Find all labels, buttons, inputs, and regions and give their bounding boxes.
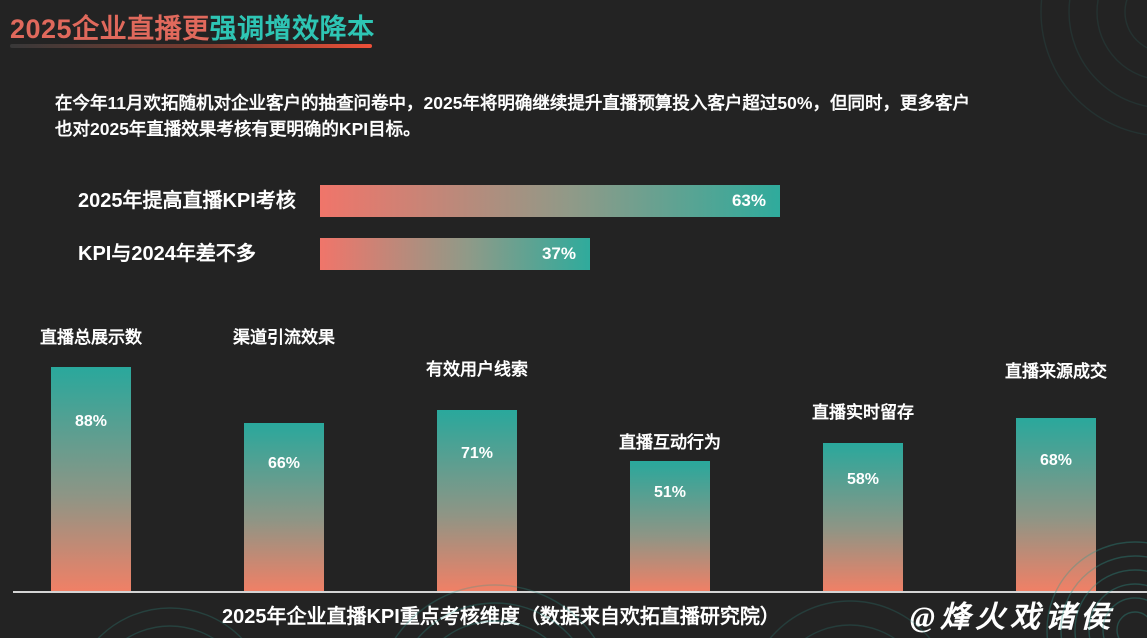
intro-line-1: 在今年11月欢拓随机对企业客户的抽查问卷中，2025年将明确继续提升直播预算投入… [55, 93, 970, 113]
hbar-label: 2025年提高直播KPI考核 [78, 190, 296, 212]
vbar-value: 71% [460, 445, 494, 462]
watermark: @烽火戏诸侯 [906, 592, 1119, 638]
vbar: 71% [437, 410, 517, 591]
vbar: 58% [823, 443, 903, 591]
vbar-label: 直播互动行为 [619, 433, 721, 452]
vbar-label: 直播来源成交 [1005, 362, 1107, 381]
hbar: 37% [320, 238, 590, 270]
vbar: 51% [630, 461, 710, 591]
vbar-value: 58% [846, 471, 880, 488]
vbar-value: 66% [267, 455, 301, 472]
page-title: 2025企业直播更强调增效降本 [10, 7, 375, 46]
intro-line-2: 也对2025年直播效果考核有更明确的KPI目标。 [55, 119, 421, 139]
title-underline-decoration [10, 44, 372, 48]
hbar-row: KPI与2024年差不多 37% [0, 238, 1147, 270]
vbar-label: 有效用户线索 [426, 360, 528, 379]
hbar-label: KPI与2024年差不多 [78, 243, 256, 265]
vbar-label: 直播总展示数 [40, 328, 142, 347]
vbar: 88% [51, 367, 131, 591]
page-title-accent: 强调增效降本 [209, 14, 375, 44]
vbar: 66% [244, 423, 324, 591]
hbar-value: 37% [541, 244, 576, 263]
hbar-value: 63% [731, 191, 766, 210]
vbar: 68% [1016, 418, 1096, 591]
vbar-label: 渠道引流效果 [233, 328, 335, 347]
hbar: 63% [320, 185, 780, 217]
vbar-value: 51% [653, 484, 687, 501]
vbar-value: 88% [74, 413, 108, 430]
axis-baseline [13, 591, 1147, 593]
chart-caption: 2025年企业直播KPI重点考核维度（数据来自欢拓直播研究院） [222, 606, 780, 628]
page-title-highlight: 2025企业直播更 [10, 14, 210, 44]
intro-paragraph: 在今年11月欢拓随机对企业客户的抽查问卷中，2025年将明确继续提升直播预算投入… [55, 90, 1115, 142]
vbar-value: 68% [1039, 452, 1073, 469]
vbar-label: 直播实时留存 [812, 403, 914, 422]
hbar-row: 2025年提高直播KPI考核 63% [0, 185, 1147, 217]
